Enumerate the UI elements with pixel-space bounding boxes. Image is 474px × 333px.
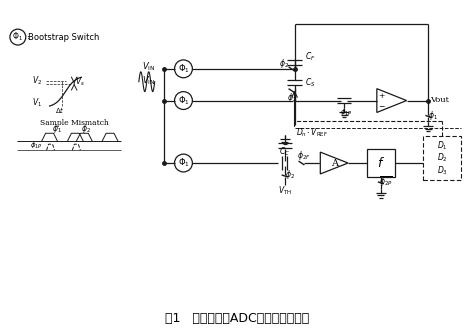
Text: $\phi_2$: $\phi_2$: [284, 168, 294, 181]
Text: $\Phi_1$: $\Phi_1$: [178, 94, 189, 107]
Text: $D_3$: $D_3$: [437, 164, 448, 176]
Text: $\phi_1$: $\phi_1$: [428, 109, 438, 122]
Text: $\phi_{1P}$: $\phi_{1P}$: [340, 107, 352, 118]
Text: $V_{\rm IN}$: $V_{\rm IN}$: [142, 75, 155, 87]
Text: $\overline{\phi_{2P}}$: $\overline{\phi_{2P}}$: [379, 175, 392, 189]
Text: Bootstrap Switch: Bootstrap Switch: [28, 33, 99, 42]
Text: 图1   传统流水线ADC的第一级结构图: 图1 传统流水线ADC的第一级结构图: [165, 312, 309, 325]
Text: $V_2$: $V_2$: [32, 75, 42, 87]
Text: Vout: Vout: [430, 96, 449, 104]
Text: +: +: [379, 92, 385, 100]
Bar: [423, 136, 461, 180]
Text: Sample Mismatch: Sample Mismatch: [40, 119, 109, 127]
Text: $C_S$: $C_S$: [305, 77, 316, 89]
Text: $\phi_{1P}$: $\phi_{1P}$: [30, 141, 42, 151]
Text: $\phi_2$: $\phi_2$: [82, 122, 91, 135]
Text: $V_s$: $V_s$: [75, 76, 85, 89]
Text: $\phi_2$: $\phi_2$: [279, 57, 289, 70]
Text: $C_C$: $C_C$: [279, 146, 290, 159]
Text: $f$: $f$: [377, 156, 385, 170]
Text: $\phi_{2F}$: $\phi_{2F}$: [297, 149, 310, 162]
Text: $\Phi_1$: $\Phi_1$: [12, 31, 23, 43]
Text: $V_{\rm IN}$: $V_{\rm IN}$: [142, 61, 155, 73]
Text: :: :: [26, 33, 28, 41]
Text: $V_{\rm TH}$: $V_{\rm TH}$: [278, 184, 292, 197]
Text: $D_2$: $D_2$: [437, 152, 447, 164]
Text: $D_n \cdot V_{\rm REF}$: $D_n \cdot V_{\rm REF}$: [297, 126, 328, 139]
Text: $V_1$: $V_1$: [32, 96, 42, 109]
Text: $\phi_1$: $\phi_1$: [52, 122, 62, 135]
Text: $\Delta t$: $\Delta t$: [55, 106, 65, 116]
Text: $\Phi_1$: $\Phi_1$: [178, 157, 189, 169]
Text: A: A: [331, 159, 337, 167]
Bar: [367, 149, 395, 177]
Text: $D_1$: $D_1$: [437, 140, 447, 152]
Text: $\Phi_1$: $\Phi_1$: [178, 63, 189, 75]
Text: $C_F$: $C_F$: [305, 51, 316, 63]
Text: $\phi_2$: $\phi_2$: [287, 91, 297, 104]
Text: $-$: $-$: [378, 101, 385, 109]
